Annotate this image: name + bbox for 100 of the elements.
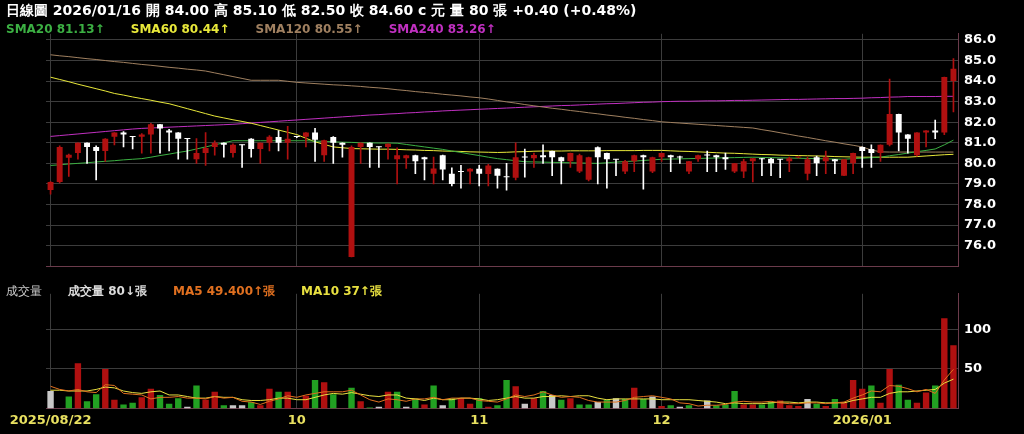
bar (83, 401, 91, 409)
candlestick (558, 156, 565, 185)
candlestick (239, 144, 246, 168)
candlestick (257, 142, 264, 164)
bar (658, 406, 665, 409)
bar (494, 405, 501, 409)
candlestick (175, 132, 182, 160)
candlestick (93, 145, 100, 181)
candlestick (932, 119, 939, 140)
bar (786, 405, 793, 409)
candlestick (84, 142, 90, 164)
candlestick (521, 148, 528, 178)
candlestick (166, 129, 173, 152)
candlestick (385, 143, 391, 160)
y-tick-label: 79.0 (964, 175, 997, 191)
candlestick (549, 150, 556, 177)
candlestick (403, 154, 410, 169)
bar (238, 405, 246, 409)
candlestick (284, 126, 291, 160)
text: SMA120 80.55↑ (255, 22, 363, 36)
bar (795, 406, 802, 409)
bar (503, 379, 510, 409)
chart-title: 日線圖 2026/01/16 開 84.00 高 85.10 低 82.50 收 84.60 c 元 量 80 張 +0.40 (+0.48%) (5, 1, 638, 20)
candlestick (831, 158, 838, 174)
candlestick (458, 165, 464, 189)
text: 成交量 80↓張 (68, 283, 147, 300)
text: SMA240 83.26↑ (388, 22, 496, 36)
candlestick (312, 128, 318, 162)
candlestick (157, 123, 163, 154)
bar (886, 368, 893, 409)
text: MA5 49.400↑張 (172, 283, 276, 300)
y-tick-label: 78.0 (964, 195, 997, 211)
x-tick-label: 2026/01 (832, 411, 892, 427)
candlestick (467, 168, 474, 185)
candlestick (540, 144, 546, 164)
bar (813, 403, 820, 409)
bar (667, 405, 674, 409)
bar (749, 404, 756, 409)
text: SMA60 80.44↑ (130, 22, 230, 36)
candlestick (758, 157, 765, 177)
candlestick (859, 146, 866, 168)
y-tick-label: 77.0 (964, 216, 997, 232)
text: SMA20 81.13↑ (6, 22, 105, 36)
candlestick (394, 147, 401, 185)
y-tick-label: 86.0 (964, 31, 997, 47)
y-tick-label: 81.0 (964, 134, 997, 150)
bar (439, 405, 446, 409)
candlestick (375, 146, 382, 168)
candlestick (138, 133, 145, 154)
bar (330, 394, 337, 409)
bar (640, 398, 647, 409)
y-tick-label: 85.0 (964, 51, 997, 67)
bar (941, 318, 948, 409)
candlestick (613, 158, 619, 177)
bar (357, 401, 364, 409)
bar (567, 398, 574, 409)
bar (950, 345, 957, 409)
bar (47, 391, 54, 409)
bar (430, 385, 437, 409)
candlestick (904, 134, 911, 154)
y-tick-label: 76.0 (964, 237, 997, 253)
candlestick (777, 158, 784, 179)
bar (576, 404, 583, 409)
candlestick (923, 130, 930, 148)
candlestick (713, 154, 720, 172)
candlestick (822, 150, 829, 174)
text: MA10 37↑張 (301, 283, 382, 300)
bar (202, 399, 209, 409)
y-tick-label: 100 (964, 320, 992, 336)
candlestick (667, 154, 674, 172)
bar (229, 405, 237, 409)
candlestick (676, 155, 683, 164)
bar (685, 405, 693, 409)
candlestick (366, 142, 373, 168)
bar (740, 404, 747, 409)
bar (138, 397, 145, 409)
candlestick (65, 153, 72, 177)
bar (111, 399, 118, 409)
chart-title: 成交量 (6, 283, 42, 300)
y-tick-label: 82.0 (964, 113, 997, 129)
bar (585, 404, 592, 409)
candlestick (530, 152, 537, 168)
x-tick-label: 12 (652, 411, 671, 427)
candlestick (786, 156, 793, 172)
x-tick-label: 11 (470, 411, 489, 427)
y-tick-label: 80.0 (964, 154, 997, 170)
bar (129, 402, 136, 409)
bar (175, 398, 182, 409)
bar (877, 402, 884, 409)
bar (120, 404, 127, 409)
bar (92, 394, 100, 409)
x-tick-label: 2025/08/22 (9, 411, 92, 427)
candlestick (330, 136, 337, 164)
x-tick-label: 10 (287, 411, 306, 427)
candlestick (220, 142, 227, 158)
bar (257, 405, 264, 409)
bar (193, 385, 200, 409)
y-tick-label: 83.0 (964, 93, 997, 109)
candlestick (704, 150, 711, 172)
bar (421, 404, 428, 409)
